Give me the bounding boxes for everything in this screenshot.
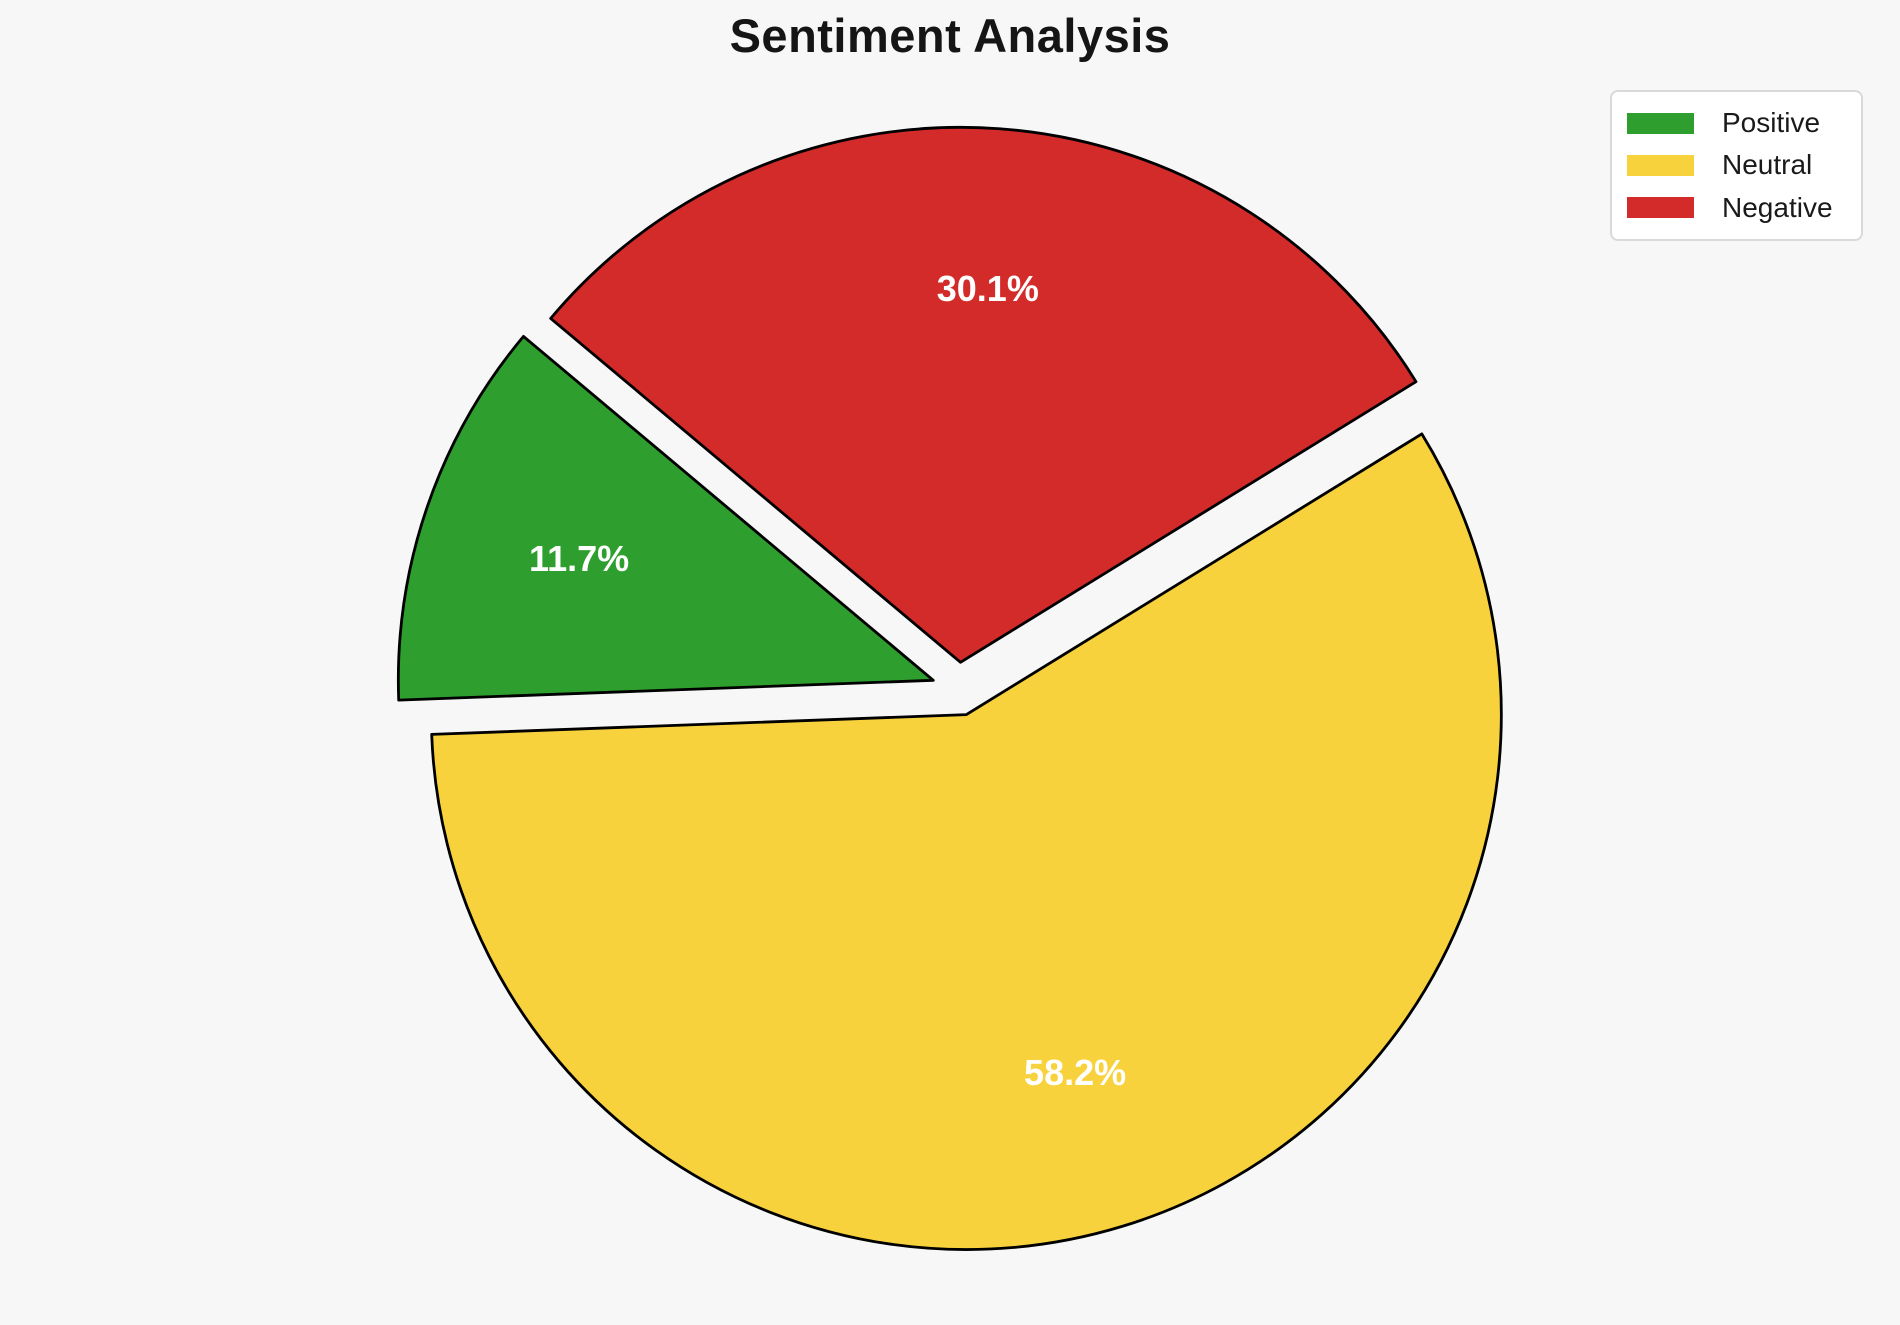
legend-label: Negative <box>1722 191 1833 223</box>
pie-slice-positive <box>396 335 935 702</box>
legend-item-negative: Negative <box>1627 188 1846 228</box>
pct-label-positive: 11.7% <box>529 538 629 579</box>
legend-box: Positive Neutral Negative <box>1610 90 1863 241</box>
legend-label: Positive <box>1722 107 1821 139</box>
pie-percentage-labels: 11.7% 58.2% 30.1% <box>529 268 1126 1093</box>
pie-slice-negative <box>549 125 1418 664</box>
pct-label-neutral: 58.2% <box>1024 1052 1126 1093</box>
legend-item-positive: Positive <box>1627 103 1846 143</box>
pct-label-negative: 30.1% <box>937 268 1039 309</box>
legend-item-neutral: Neutral <box>1627 145 1846 185</box>
legend-swatch-negative-icon <box>1627 197 1694 219</box>
pie-slices <box>396 125 1503 1251</box>
chart-title: Sentiment Analysis <box>729 9 1171 62</box>
pie-slice-neutral <box>430 432 1503 1251</box>
legend-swatch-neutral-icon <box>1627 154 1694 176</box>
legend-swatch-positive-icon <box>1627 112 1694 134</box>
legend-label: Neutral <box>1722 149 1813 181</box>
